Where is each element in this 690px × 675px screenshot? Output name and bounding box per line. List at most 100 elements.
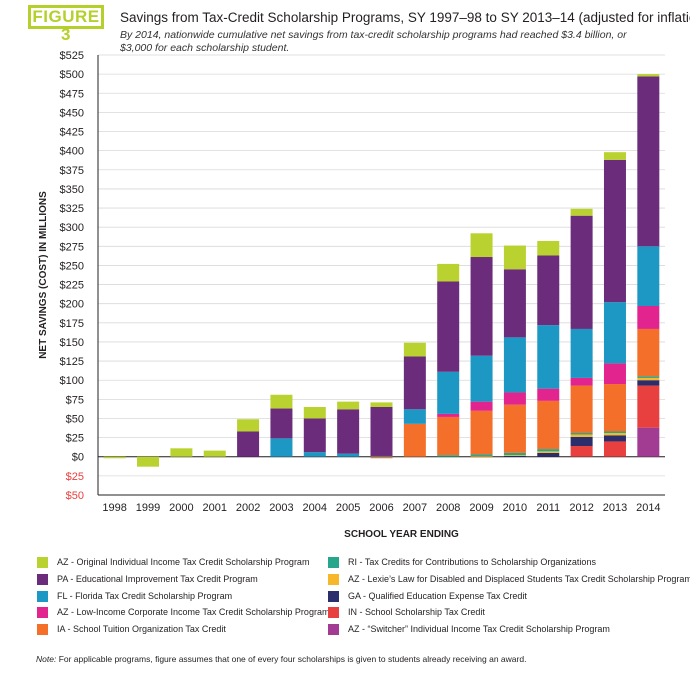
y-axis-title: NET SAVINGS (COST) IN MILLIONS (38, 191, 49, 359)
bar-segment (570, 433, 593, 435)
x-tick-label: 2009 (469, 502, 493, 514)
x-tick-label: 2000 (169, 502, 193, 514)
y-tick-label: $25 (66, 433, 84, 445)
bar-segment (403, 342, 426, 357)
legend-label: AZ - Original Individual Income Tax Cred… (57, 557, 310, 567)
y-tick-label: $500 (60, 69, 84, 81)
y-tick-label: $275 (60, 241, 84, 253)
chart-title: Savings from Tax-Credit Scholarship Prog… (120, 10, 690, 25)
y-tick-label: $225 (60, 280, 84, 292)
legend-swatch (328, 607, 339, 619)
y-tick-label: $150 (60, 337, 84, 349)
x-tick-label: 2006 (369, 502, 393, 514)
bar-segment (570, 377, 593, 386)
bar-segment (437, 455, 460, 457)
bar-segment (637, 380, 660, 386)
x-tick-label: 2007 (403, 502, 427, 514)
bar-segment (370, 402, 393, 407)
y-tick-label: $100 (60, 375, 84, 387)
bar-segment (137, 456, 160, 467)
bar-segment (570, 446, 593, 457)
bar-segment (603, 302, 626, 364)
x-tick-label: 2014 (636, 502, 660, 514)
bar-segment (637, 376, 660, 378)
bar-segment (570, 436, 593, 447)
bar-segment (503, 337, 526, 393)
bar-segment (470, 401, 493, 411)
legend-swatch (328, 573, 339, 585)
footnote-prefix: Note: (36, 654, 57, 664)
legend-label: PA - Educational Improvement Tax Credit … (57, 573, 258, 584)
bar-segment (603, 435, 626, 442)
legend-label: AZ - Low-Income Corporate Income Tax Cre… (57, 607, 330, 618)
bar-segment (537, 452, 560, 457)
bar-segment (103, 456, 126, 459)
bar-segment (370, 456, 393, 459)
bar-segment (270, 394, 293, 409)
y-tick-label: $525 (60, 50, 84, 62)
bar-segment (537, 451, 560, 453)
y-tick-label: $250 (60, 260, 84, 272)
legend-swatch (37, 624, 48, 636)
bar-segment (637, 76, 660, 247)
bar-segment (270, 438, 293, 457)
footnote-text: For applicable programs, figure assumes … (56, 654, 527, 664)
bar-segment (237, 431, 260, 457)
bar-segment (637, 74, 660, 77)
legend-label: IN - School Scholarship Tax Credit (348, 607, 485, 618)
bar-segment (437, 263, 460, 282)
legend-swatch (328, 624, 339, 636)
y-tick-label: $475 (60, 88, 84, 100)
bar-segment (270, 408, 293, 439)
bar-segment (470, 355, 493, 402)
x-tick-label: 2008 (436, 502, 460, 514)
bar-segment (603, 431, 626, 434)
bar-segment (637, 328, 660, 377)
figure-label: FIGURE 3 (28, 5, 104, 44)
bar-segment (403, 409, 426, 424)
bar-segment (503, 269, 526, 338)
bar-segment (603, 159, 626, 303)
bar-segment (470, 233, 493, 258)
bar-segment (303, 452, 326, 457)
bar-segment (470, 455, 493, 457)
bar-segment (470, 454, 493, 456)
bar-segment (437, 281, 460, 372)
bar-segment (570, 208, 593, 216)
legend-label: FL - Florida Tax Credit Scholarship Prog… (57, 590, 233, 601)
bar-segment (337, 453, 360, 457)
y-tick-label: $50 (66, 490, 84, 502)
bar-segment (537, 325, 560, 389)
bar-segment (537, 388, 560, 401)
bar-segment (537, 449, 560, 452)
legend-label: AZ - “Switcher” Individual Income Tax Cr… (348, 624, 610, 635)
footnote: Note: For applicable programs, figure as… (36, 654, 526, 664)
bar-segment (537, 400, 560, 450)
x-tick-label: 2011 (536, 502, 560, 514)
x-tick-label: 2013 (603, 502, 627, 514)
bar-segment (503, 455, 526, 457)
y-tick-label: $175 (60, 318, 84, 330)
legend-swatch (328, 557, 339, 568)
bar-segment (370, 455, 393, 457)
y-tick-label: $200 (60, 299, 84, 311)
bar-segment (403, 423, 426, 457)
bar-segment (637, 246, 660, 306)
x-tick-label: 2003 (269, 502, 293, 514)
x-tick-label: 2005 (336, 502, 360, 514)
bar-segment (637, 385, 660, 428)
bar-segment (603, 152, 626, 160)
y-tick-label: $25 (66, 471, 84, 483)
bar-segment (570, 215, 593, 329)
legend-label: AZ - Lexie’s Law for Disabled and Displa… (348, 573, 690, 584)
y-tick-label: $75 (66, 394, 84, 406)
bar-segment (503, 452, 526, 456)
bar-segment (537, 240, 560, 256)
bar-segment (437, 413, 460, 417)
x-tick-label: 1999 (136, 502, 160, 514)
stacked-bar-chart: $50 $25 $0 $25 $50 $75 $100 $125 $150 $175 $200 $22… (38, 50, 665, 540)
bar-segment (503, 392, 526, 405)
bar-segment (570, 328, 593, 378)
bar-segment (603, 433, 626, 436)
legend-swatch (37, 573, 48, 585)
